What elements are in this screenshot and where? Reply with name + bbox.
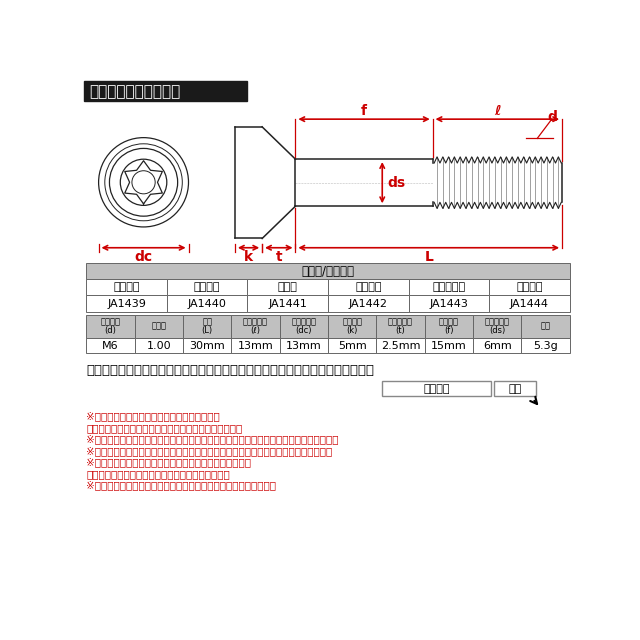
Bar xyxy=(522,315,570,338)
Text: d: d xyxy=(548,110,557,124)
Text: シルバー: シルバー xyxy=(113,282,140,292)
Bar xyxy=(86,279,167,296)
Bar xyxy=(473,315,522,338)
Text: (d): (d) xyxy=(104,326,116,335)
Bar xyxy=(328,296,408,312)
Text: 必ず現車にてサイズをご確認の上、ご購入ください。: 必ず現車にてサイズをご確認の上、ご購入ください。 xyxy=(86,423,243,433)
Bar xyxy=(489,296,570,312)
Text: (k): (k) xyxy=(346,326,358,335)
Bar xyxy=(382,381,491,396)
Bar xyxy=(183,315,231,338)
Text: JA1444: JA1444 xyxy=(510,299,549,308)
Text: 重量: 重量 xyxy=(541,322,550,331)
Bar xyxy=(328,279,408,296)
Text: (f): (f) xyxy=(444,326,454,335)
Bar xyxy=(86,338,134,353)
Text: t: t xyxy=(275,250,282,264)
Bar xyxy=(408,296,489,312)
Text: (L): (L) xyxy=(202,326,212,335)
Text: (dc): (dc) xyxy=(296,326,312,335)
Bar xyxy=(425,338,473,353)
Bar xyxy=(231,315,280,338)
Text: 焼き付け防止ケミカル剤の併用をお勧めします。: 焼き付け防止ケミカル剤の併用をお勧めします。 xyxy=(86,469,230,479)
Text: 13mm: 13mm xyxy=(286,340,322,351)
Text: 6mm: 6mm xyxy=(483,340,511,351)
Bar xyxy=(134,315,183,338)
Bar xyxy=(473,338,522,353)
Text: 焼きチタン: 焼きチタン xyxy=(433,282,465,292)
Text: (ℓ): (ℓ) xyxy=(250,326,260,335)
Bar xyxy=(280,338,328,353)
Text: フック部: フック部 xyxy=(439,317,459,326)
Bar xyxy=(183,338,231,353)
Text: ※チタンはカジリ（焼き付き）を起こしやすい材質です。: ※チタンはカジリ（焼き付き）を起こしやすい材質です。 xyxy=(86,458,251,468)
Text: ピッチ: ピッチ xyxy=(151,322,166,331)
Bar xyxy=(328,338,376,353)
Text: 2.5mm: 2.5mm xyxy=(381,340,420,351)
Text: フランジ径: フランジ径 xyxy=(291,317,316,326)
Text: JA1441: JA1441 xyxy=(268,299,307,308)
Text: (ds): (ds) xyxy=(489,326,506,335)
Text: 5mm: 5mm xyxy=(338,340,367,351)
Bar xyxy=(522,338,570,353)
Bar xyxy=(280,315,328,338)
Text: ℓ: ℓ xyxy=(494,104,500,118)
Bar xyxy=(328,315,376,338)
Text: JA1440: JA1440 xyxy=(188,299,227,308)
Text: JA1442: JA1442 xyxy=(349,299,388,308)
Bar xyxy=(231,338,280,353)
Text: JA1443: JA1443 xyxy=(429,299,468,308)
Text: 1.00: 1.00 xyxy=(147,340,171,351)
Text: JA1439: JA1439 xyxy=(107,299,146,308)
Text: 30mm: 30mm xyxy=(189,340,225,351)
Bar xyxy=(248,296,328,312)
Text: ブラック: ブラック xyxy=(516,282,543,292)
Text: ラインアップ＆サイズ: ラインアップ＆サイズ xyxy=(90,84,180,99)
Text: 5.3g: 5.3g xyxy=(533,340,558,351)
Bar xyxy=(376,338,425,353)
Bar xyxy=(408,279,489,296)
Text: dc: dc xyxy=(134,250,152,264)
Text: ストア内検索に商品番号を入力するとお探しの商品に素早くアクセスできます。: ストア内検索に商品番号を入力するとお探しの商品に素早くアクセスできます。 xyxy=(86,364,374,377)
Bar xyxy=(86,315,134,338)
Text: ※ご注文確定後のサイズやカラー等の商品のご変更は出来ません。: ※ご注文確定後のサイズやカラー等の商品のご変更は出来ません。 xyxy=(86,481,276,491)
Text: ネジ呼び: ネジ呼び xyxy=(100,317,120,326)
Bar xyxy=(84,81,246,101)
Text: 商品番号: 商品番号 xyxy=(423,383,450,394)
Bar xyxy=(494,381,536,396)
Text: カラー/当店品番: カラー/当店品番 xyxy=(301,265,355,278)
Bar xyxy=(167,296,248,312)
Bar xyxy=(376,315,425,338)
Bar xyxy=(86,296,167,312)
Bar xyxy=(425,315,473,338)
Text: 15mm: 15mm xyxy=(431,340,467,351)
Text: 検索: 検索 xyxy=(509,383,522,394)
Text: ※着色やサイズ・重量などには個体差がございます。予めご理解の上、ご購入ください。: ※着色やサイズ・重量などには個体差がございます。予めご理解の上、ご購入ください。 xyxy=(86,435,339,444)
Text: 長さ: 長さ xyxy=(202,317,212,326)
Bar xyxy=(167,279,248,296)
Text: L: L xyxy=(424,250,433,264)
Text: ネジ部長さ: ネジ部長さ xyxy=(243,317,268,326)
Bar xyxy=(134,338,183,353)
Text: グリーン: グリーン xyxy=(194,282,220,292)
Text: ブルー: ブルー xyxy=(278,282,298,292)
Bar xyxy=(86,263,570,279)
Text: ※こちらの商品は、汎用品となっております。: ※こちらの商品は、汎用品となっております。 xyxy=(86,412,220,421)
Text: 円筒部直径: 円筒部直径 xyxy=(484,317,509,326)
Text: ゴールド: ゴールド xyxy=(355,282,381,292)
Text: f: f xyxy=(361,104,367,118)
Text: k: k xyxy=(244,250,253,264)
Text: (t): (t) xyxy=(396,326,405,335)
Text: 頭部高さ: 頭部高さ xyxy=(342,317,362,326)
Text: 13mm: 13mm xyxy=(237,340,273,351)
Text: ds: ds xyxy=(387,175,405,189)
Bar xyxy=(248,279,328,296)
Text: ※ワッシャー・ゴムは付属していません。純正品から流用または別途ご用意ください。: ※ワッシャー・ゴムは付属していません。純正品から流用または別途ご用意ください。 xyxy=(86,446,332,456)
Text: フランジ厚: フランジ厚 xyxy=(388,317,413,326)
Bar xyxy=(489,279,570,296)
Text: M6: M6 xyxy=(102,340,118,351)
